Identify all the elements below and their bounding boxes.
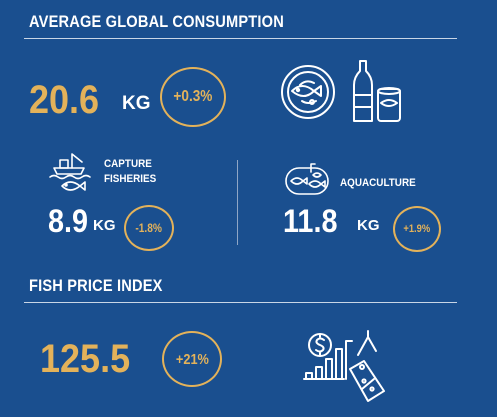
aquaculture-label: AQUACULTURE <box>340 177 416 189</box>
consumption-change-badge: +0.3% <box>160 67 226 127</box>
fishing-boat-icon <box>49 153 91 191</box>
aquaculture-value: 11.8 <box>283 203 338 239</box>
capture-change-badge: -1.8% <box>124 205 174 251</box>
capture-value: 8.9 <box>48 203 89 239</box>
consumption-unit: KG <box>122 93 151 114</box>
capture-unit: KG <box>93 217 116 234</box>
capture-label-line2: FISHERIES <box>104 173 157 185</box>
seafood-plate-bottle-can-icon <box>281 60 401 122</box>
price-change-badge: +21% <box>162 331 222 387</box>
consumption-heading: AVERAGE GLOBAL CONSUMPTION <box>29 12 284 31</box>
price-tag-chart-icon <box>303 330 385 402</box>
section-divider <box>237 160 238 245</box>
price-divider <box>24 302 457 303</box>
capture-label-line1: CAPTURE <box>104 158 152 170</box>
aquaculture-unit: KG <box>357 217 380 234</box>
consumption-divider <box>24 38 457 39</box>
price-value: 125.5 <box>40 337 131 381</box>
consumption-value: 20.6 <box>29 78 100 122</box>
fish-tank-icon <box>285 163 329 195</box>
aquaculture-change-badge: +1.9% <box>393 206 441 252</box>
price-heading: FISH PRICE INDEX <box>29 276 163 295</box>
